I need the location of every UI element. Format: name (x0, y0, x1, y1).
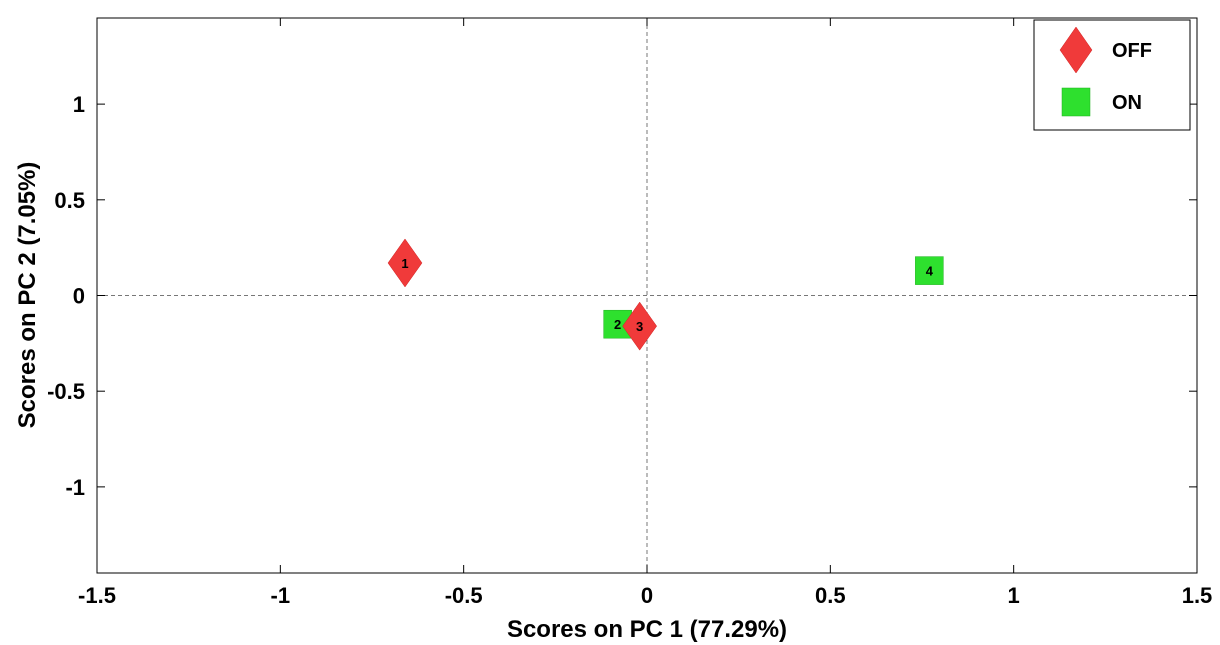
x-tick-label: 1.5 (1182, 583, 1213, 608)
point-label: 1 (401, 256, 408, 271)
point-marker-off (622, 301, 657, 351)
legend-label-off: OFF (1112, 40, 1152, 62)
y-tick-label: 1 (73, 92, 85, 117)
x-tick-label: -1 (271, 583, 291, 608)
legend: OFF ON (1033, 19, 1191, 131)
legend-marker-off (1059, 26, 1093, 74)
y-axis-title: Scores on PC 2 (7.05%) (14, 162, 41, 429)
y-tick-label: -1 (65, 475, 85, 500)
y-tick-label: 0.5 (54, 188, 85, 213)
y-tick-label: -0.5 (47, 379, 85, 404)
point-marker-on (915, 256, 944, 285)
point-label: 4 (926, 264, 934, 279)
reference-lines (97, 18, 1197, 573)
x-tick-label: 0.5 (815, 583, 846, 608)
legend-marker-on (1061, 87, 1091, 117)
x-axis-title: Scores on PC 1 (77.29%) (507, 616, 787, 643)
point-label: 2 (614, 317, 621, 332)
legend-box (1033, 19, 1191, 131)
point-label: 3 (636, 319, 643, 334)
data-points: 2 4 1 3 (387, 238, 944, 351)
x-tick-label: -0.5 (445, 583, 483, 608)
point-marker-off (387, 238, 423, 288)
x-tick-label: 0 (641, 583, 653, 608)
legend-label-on: ON (1112, 92, 1142, 114)
x-tick-label: -1.5 (78, 583, 116, 608)
y-tick-label: 0 (73, 284, 85, 309)
axis-ticks: -1.5 -1 -0.5 0 0.5 1 1.5 -1 -0.5 0 0.5 1 (47, 18, 1212, 608)
x-tick-label: 1 (1008, 583, 1020, 608)
